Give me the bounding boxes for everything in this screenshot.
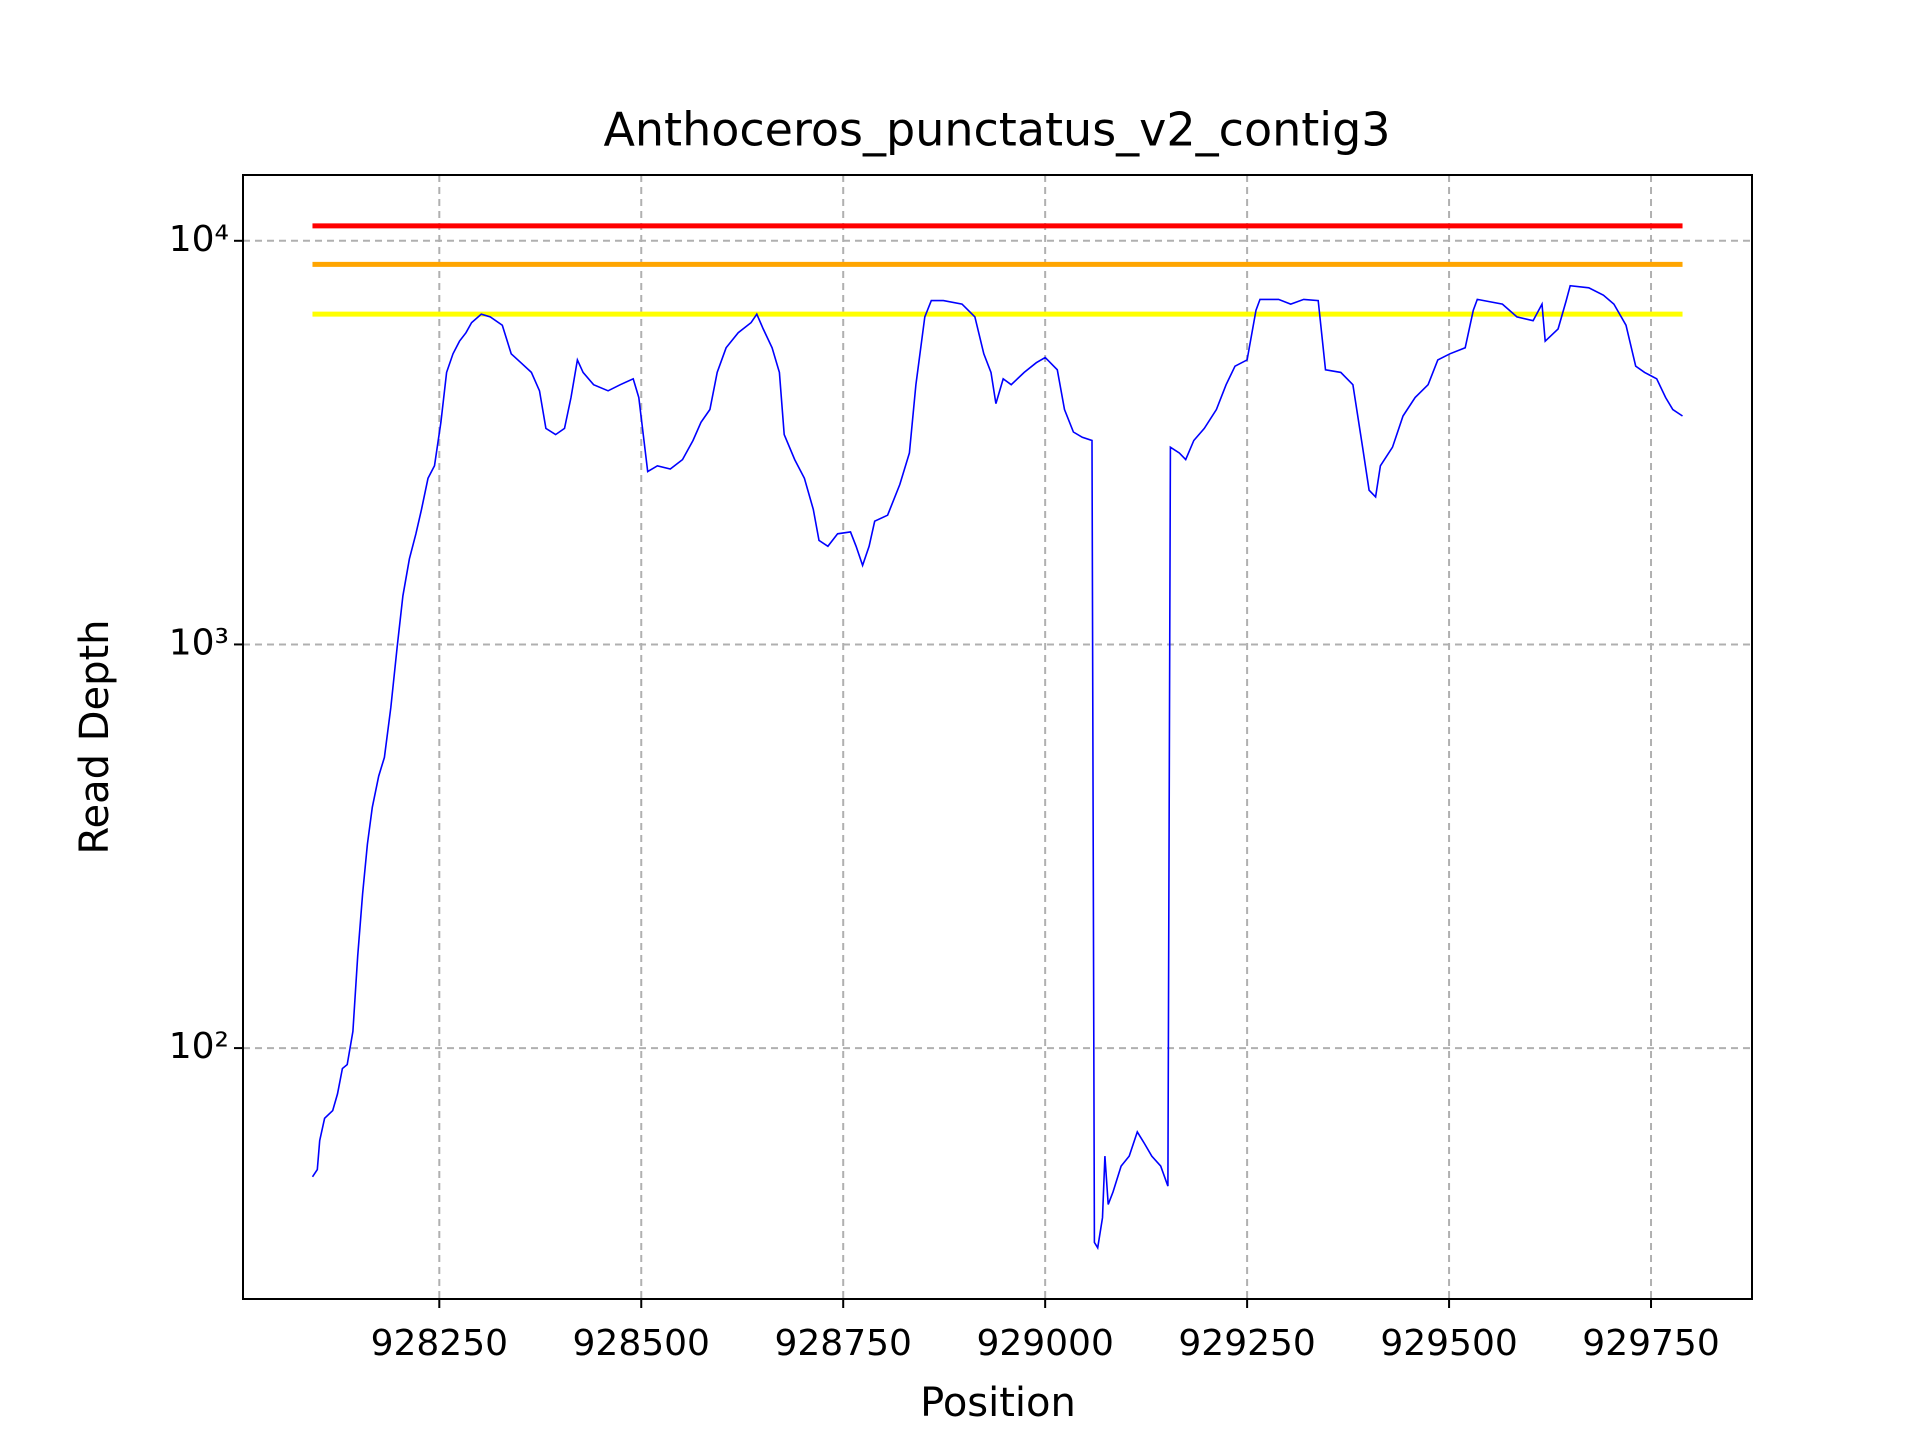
chart-title: Anthoceros_punctatus_v2_contig3 <box>603 103 1390 157</box>
x-tick-label: 929500 <box>1380 1323 1517 1364</box>
x-tick-label: 929250 <box>1178 1323 1315 1364</box>
y-tick-label: 10⁴ <box>169 219 229 260</box>
x-tick-label: 928250 <box>371 1323 508 1364</box>
x-tick-label: 928500 <box>573 1323 710 1364</box>
y-tick-label: 10³ <box>169 622 229 663</box>
x-tick-label: 929750 <box>1582 1323 1719 1364</box>
x-tick-label: 928750 <box>774 1323 911 1364</box>
y-tick-label: 10² <box>169 1026 229 1067</box>
y-axis-label: Read Depth <box>72 619 118 854</box>
plot-frame <box>242 174 1753 1300</box>
x-tick-label: 929000 <box>976 1323 1113 1364</box>
x-axis-label: Position <box>920 1380 1076 1426</box>
data-line <box>311 284 1683 1251</box>
